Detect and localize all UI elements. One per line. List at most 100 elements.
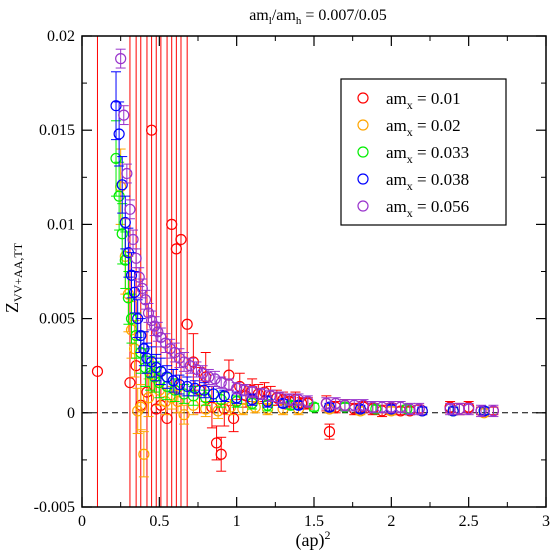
x-tick-label: 3	[542, 513, 550, 530]
data-point	[348, 399, 360, 411]
data-point	[161, 371, 173, 383]
data-point	[376, 401, 388, 413]
data-point	[124, 377, 136, 389]
data-point	[367, 401, 379, 413]
legend: amx = 0.01 amx = 0.02 amx = 0.033 amx = 0.0…	[340, 78, 507, 226]
data-point	[231, 382, 243, 394]
data-point	[125, 269, 138, 281]
y-tick-label: 0.01	[47, 216, 75, 233]
legend-marker	[357, 119, 369, 131]
data-point	[116, 228, 128, 240]
series-5	[115, 48, 500, 418]
y-tick-label: -0.005	[34, 499, 75, 516]
data-point	[444, 403, 456, 415]
x-tick-label: 0	[78, 513, 86, 530]
data-point	[404, 403, 416, 415]
data-point	[175, 233, 187, 246]
x-tick-label: 1	[233, 513, 241, 530]
data-point	[133, 271, 145, 283]
data-point	[110, 152, 122, 165]
data-point	[401, 403, 413, 415]
data-point	[128, 343, 141, 355]
x-axis-label: (ap)2	[296, 528, 331, 551]
data-point	[136, 282, 148, 295]
data-point	[198, 384, 210, 396]
data-point	[139, 294, 152, 306]
data-point	[487, 405, 500, 417]
data-point	[218, 390, 230, 402]
data-point	[203, 371, 215, 383]
x-tick-label: 2.5	[459, 513, 479, 530]
data-point	[146, 314, 158, 327]
y-tick-label: 0.015	[39, 122, 75, 139]
data-point	[178, 356, 190, 368]
data-point	[238, 384, 250, 396]
data-point	[115, 53, 127, 65]
data-point	[207, 388, 220, 400]
y-tick-label: 0.005	[39, 311, 75, 328]
data-point	[453, 403, 465, 415]
legend-marker	[357, 92, 369, 104]
data-point	[323, 401, 336, 413]
data-point	[323, 426, 336, 438]
data-point	[132, 405, 144, 417]
data-point	[215, 394, 227, 406]
data-point	[249, 401, 261, 413]
x-tick-label: 2	[387, 513, 395, 530]
x-tick-label: 0.5	[149, 513, 169, 530]
data-point	[463, 403, 475, 415]
data-point	[197, 367, 209, 379]
data-point	[142, 307, 155, 319]
data-point	[181, 380, 193, 393]
legend-marker	[357, 146, 369, 158]
data-point	[181, 318, 193, 330]
data-point	[116, 179, 128, 191]
y-tick-label: 0	[67, 405, 75, 422]
data-point	[155, 365, 167, 377]
data-point	[283, 394, 295, 406]
chart-title: aml/amh = 0.007/0.05	[249, 7, 387, 27]
data-point	[302, 395, 314, 408]
legend-label: amx = 0.056	[386, 197, 469, 220]
data-point	[149, 320, 161, 332]
data-point	[413, 403, 425, 415]
data-point	[135, 401, 147, 413]
data-point	[152, 326, 164, 338]
data-point	[121, 167, 133, 180]
data-point	[119, 254, 131, 266]
data-point	[215, 448, 227, 460]
legend-label: amx = 0.02	[386, 116, 461, 139]
data-point	[320, 397, 332, 409]
data-point	[339, 399, 351, 411]
data-point	[130, 252, 142, 264]
legend-marker	[357, 200, 369, 212]
y-axis-ticks: -0.005 0 0.005 0.01 0.015 0.02	[34, 28, 546, 516]
legend-label: amx = 0.038	[386, 170, 469, 193]
data-point	[91, 365, 104, 377]
data-point	[212, 405, 224, 417]
series-group	[91, 36, 500, 507]
data-point	[138, 448, 150, 460]
data-point	[416, 405, 428, 417]
data-point	[167, 375, 179, 387]
data-point	[173, 378, 186, 391]
data-point	[478, 405, 490, 417]
legend-label: amx = 0.01	[386, 89, 461, 112]
data-point	[127, 233, 139, 246]
data-point	[135, 329, 147, 342]
legend-marker	[357, 173, 369, 185]
x-tick-label: 1.5	[304, 513, 324, 530]
legend-label: amx = 0.033	[386, 143, 469, 166]
data-point	[184, 360, 196, 372]
data-point	[119, 216, 131, 229]
data-point	[124, 203, 136, 215]
data-point	[113, 128, 125, 140]
x-axis-ticks: 0 0.5 1 1.5 2 2.5 3	[78, 36, 550, 530]
data-point	[118, 109, 130, 121]
data-point	[227, 412, 240, 425]
data-point	[370, 403, 382, 415]
data-point	[271, 392, 283, 404]
data-point	[142, 392, 155, 404]
data-point	[447, 405, 459, 417]
